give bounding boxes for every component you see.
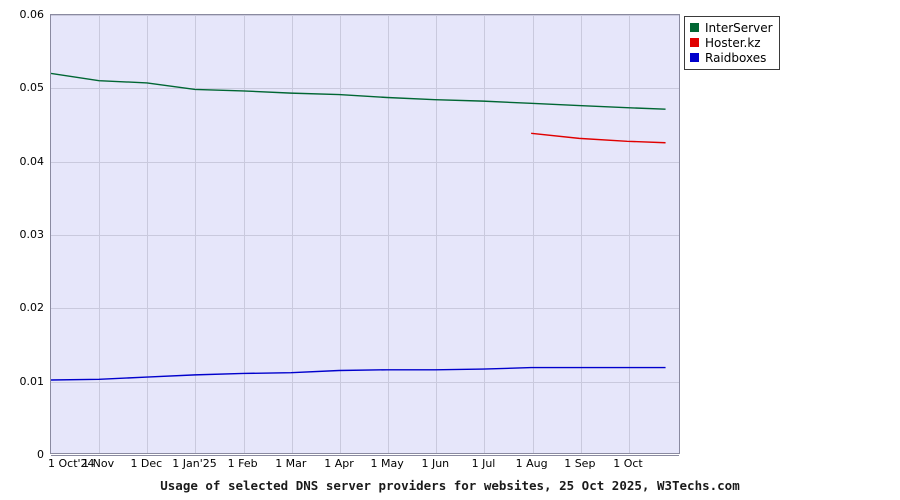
plot-area [50, 14, 680, 456]
chart-caption: Usage of selected DNS server providers f… [160, 478, 740, 493]
gridline-horizontal [51, 15, 679, 16]
legend-item: Hoster.kz [690, 35, 773, 50]
y-axis-tick-label: 0.03 [19, 228, 45, 241]
y-axis-tick-label: 0 [37, 448, 44, 461]
x-axis-tick-label: 1 Mar [275, 457, 307, 470]
legend-swatch-icon [690, 53, 699, 62]
gridline-vertical [195, 15, 197, 453]
legend-swatch-icon [690, 23, 699, 32]
gridline-horizontal [51, 235, 679, 236]
gridline-vertical [339, 15, 341, 453]
legend-label: Hoster.kz [705, 35, 761, 50]
gridline-vertical [484, 15, 486, 453]
series-line [51, 368, 666, 380]
gridline-vertical [532, 15, 534, 453]
gridline-vertical [99, 15, 101, 453]
x-axis-tick-label: 1 Oct [613, 457, 643, 470]
y-axis-tick-label: 0.01 [19, 374, 45, 388]
x-axis-tick-label: 1 May [370, 457, 404, 470]
legend-item: InterServer [690, 20, 773, 35]
gridline-vertical [388, 15, 390, 453]
x-axis-tick-label: 1 Apr [324, 457, 354, 470]
x-axis-tick-label: 1 Dec [130, 457, 163, 470]
x-axis-tick-label: 1 Aug [515, 457, 548, 470]
gridline-horizontal [51, 88, 679, 90]
series-lines [51, 15, 679, 453]
legend-swatch-icon [690, 38, 699, 47]
x-axis-tick-label: 1 Feb [227, 457, 258, 470]
x-axis-tick-label: 1 Jul [471, 457, 496, 470]
chart-legend: InterServer Hoster.kz Raidboxes [684, 16, 780, 70]
gridline-vertical [291, 15, 293, 453]
series-line [531, 133, 665, 142]
legend-label: Raidboxes [705, 50, 767, 65]
gridline-vertical [436, 15, 438, 453]
gridline-vertical [243, 15, 245, 453]
gridline-horizontal [51, 308, 679, 310]
gridline-horizontal [51, 455, 679, 456]
y-axis-tick-label: 0.06 [19, 8, 45, 21]
y-axis-tick-label: 0.04 [19, 154, 45, 168]
x-axis-tick-label: 1 Jan'25 [172, 457, 217, 470]
y-axis-tick-label: 0.05 [19, 81, 45, 95]
gridline-horizontal [51, 161, 679, 163]
gridline-vertical [147, 15, 149, 453]
y-axis-tick-label: 0.02 [19, 301, 45, 315]
gridline-vertical [580, 15, 582, 453]
gridline-horizontal [51, 381, 679, 383]
x-axis-tick-label: 1 Nov [82, 457, 115, 470]
series-line [51, 73, 666, 109]
legend-label: InterServer [705, 20, 773, 35]
x-axis-tick-label: 1 Oct'24 [48, 457, 95, 470]
gridline-vertical [628, 15, 630, 453]
x-axis-tick-label: 1 Jun [421, 457, 450, 470]
x-axis-tick-label: 1 Sep [564, 457, 596, 470]
legend-item: Raidboxes [690, 50, 773, 65]
